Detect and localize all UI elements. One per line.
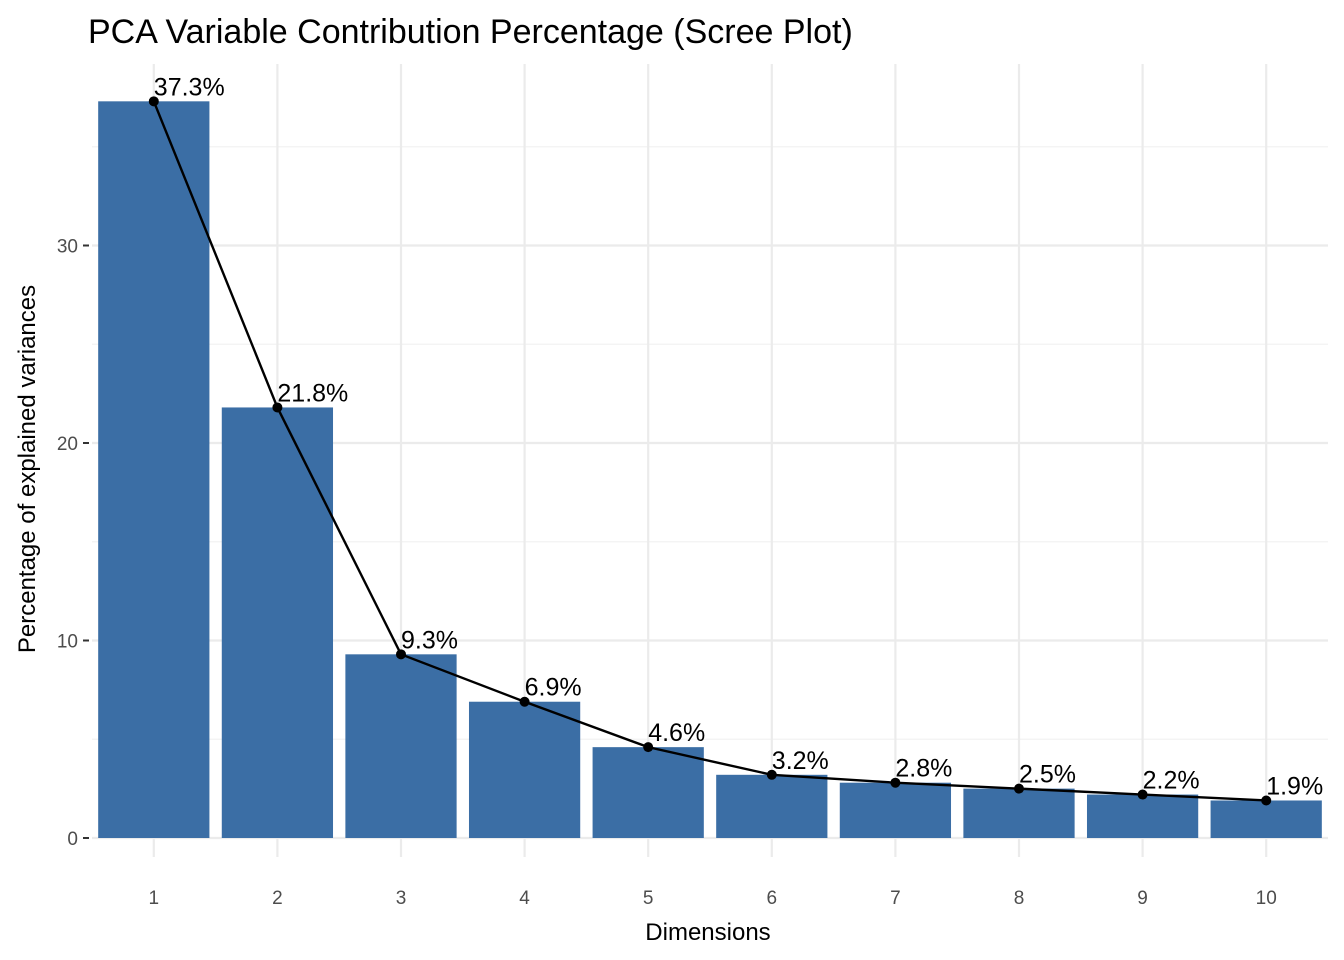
data-label-dim-9: 2.2% xyxy=(1143,767,1200,795)
y-axis: 0 10 20 30 xyxy=(57,237,89,850)
x-tick-label: 7 xyxy=(890,888,901,909)
y-tick-label: 20 xyxy=(57,434,78,455)
scree-point-dim-10 xyxy=(1261,795,1272,806)
x-tick-label: 1 xyxy=(149,888,160,909)
x-tick-label: 8 xyxy=(1014,888,1025,909)
x-tick-label: 4 xyxy=(519,888,530,909)
bar-dim-6 xyxy=(716,774,828,838)
data-label-dim-2: 21.8% xyxy=(277,379,348,407)
bar-dim-7 xyxy=(839,782,952,838)
chart-title: PCA Variable Contribution Percentage (Sc… xyxy=(88,13,853,51)
x-tick-label: 3 xyxy=(396,888,407,909)
bar-dim-3 xyxy=(345,654,457,838)
data-label-dim-8: 2.5% xyxy=(1019,761,1076,789)
scree-point-dim-1 xyxy=(148,96,159,107)
x-axis: 1 2 3 4 5 6 7 8 9 10 xyxy=(149,888,1277,909)
x-axis-title: Dimensions xyxy=(645,919,770,946)
y-axis-title: Percentage of explained variances xyxy=(14,285,41,653)
data-label-dim-1: 37.3% xyxy=(154,73,225,101)
x-tick-label: 2 xyxy=(272,888,283,909)
data-label-dim-10: 1.9% xyxy=(1266,772,1323,800)
x-tick-label: 5 xyxy=(643,888,654,909)
x-tick-label: 6 xyxy=(767,888,778,909)
scree-line-layer xyxy=(148,96,1272,806)
bar-dim-4 xyxy=(468,701,581,838)
bar-dim-8 xyxy=(963,788,1075,838)
y-tick-label: 30 xyxy=(57,237,78,258)
scree-line xyxy=(152,100,1267,802)
bar-dim-5 xyxy=(592,747,704,838)
x-tick-label: 10 xyxy=(1256,888,1277,909)
bars xyxy=(98,101,1322,838)
data-label-dim-4: 6.9% xyxy=(525,674,582,702)
bar-dim-10 xyxy=(1210,800,1322,838)
scree-point-dim-9 xyxy=(1137,789,1148,800)
data-label-dim-3: 9.3% xyxy=(401,626,458,654)
data-label-dim-6: 3.2% xyxy=(772,747,829,775)
bar-dim-2 xyxy=(221,407,334,838)
y-tick-label: 10 xyxy=(57,632,78,653)
bar-dim-9 xyxy=(1086,794,1199,838)
x-tick-label: 9 xyxy=(1137,888,1148,909)
scree-point-dim-8 xyxy=(1014,783,1024,794)
scree-point-dim-4 xyxy=(519,696,530,707)
scree-point-dim-2 xyxy=(272,402,283,413)
scree-point-dim-3 xyxy=(396,649,406,660)
data-label-dim-7: 2.8% xyxy=(895,755,952,783)
bar-dim-1 xyxy=(98,101,210,838)
y-tick-label: 0 xyxy=(67,829,78,850)
data-labels: 37.3% 21.8% 9.3% 6.9% 4.6% 3.2% 2.8% 2.5% 2.2% 1.… xyxy=(154,73,1323,800)
data-label-dim-5: 4.6% xyxy=(648,719,705,747)
scree-point-dim-6 xyxy=(766,769,777,780)
scree-point-dim-7 xyxy=(890,777,901,788)
scree-point-dim-5 xyxy=(643,742,654,753)
